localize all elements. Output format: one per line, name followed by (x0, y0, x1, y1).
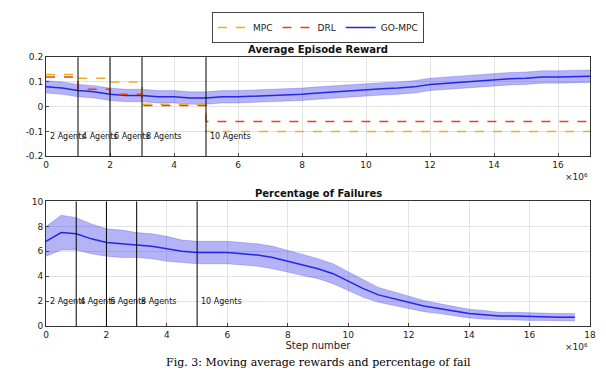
svg-text:0.1: 0.1 (29, 77, 43, 87)
svg-text:18: 18 (584, 330, 596, 340)
svg-text:8: 8 (299, 160, 305, 170)
svg-text:4: 4 (171, 160, 177, 170)
svg-text:6: 6 (235, 160, 241, 170)
svg-text:6 Agents: 6 Agents (110, 297, 145, 306)
svg-text:4: 4 (164, 330, 170, 340)
svg-text:×10⁶: ×10⁶ (565, 172, 588, 182)
svg-text:0.2: 0.2 (29, 52, 43, 62)
svg-text:10: 10 (32, 197, 44, 207)
svg-text:8 Agents: 8 Agents (146, 132, 181, 141)
svg-text:4 Agents: 4 Agents (82, 132, 117, 141)
svg-text:2 Agents: 2 Agents (50, 297, 85, 306)
svg-text:2: 2 (104, 330, 110, 340)
svg-text:8 Agents: 8 Agents (141, 297, 176, 306)
svg-text:16: 16 (552, 160, 564, 170)
svg-text:Fig. 3: Moving average rewards: Fig. 3: Moving average rewards and perce… (166, 356, 471, 369)
svg-text:12: 12 (403, 330, 414, 340)
svg-text:10 Agents: 10 Agents (210, 132, 251, 141)
svg-text:4 Agents: 4 Agents (80, 297, 115, 306)
svg-text:12: 12 (424, 160, 435, 170)
svg-text:MPC: MPC (253, 23, 272, 33)
svg-text:10: 10 (360, 160, 372, 170)
svg-text:14: 14 (463, 330, 475, 340)
svg-text:0: 0 (37, 102, 43, 112)
svg-text:16: 16 (524, 330, 536, 340)
svg-text:-0.1: -0.1 (26, 127, 44, 137)
svg-text:GO-MPC: GO-MPC (381, 23, 418, 33)
svg-text:Step number: Step number (286, 340, 352, 351)
svg-text:2 Agents: 2 Agents (50, 132, 85, 141)
svg-text:×10⁶: ×10⁶ (565, 342, 588, 352)
svg-text:0: 0 (43, 160, 49, 170)
svg-text:6: 6 (224, 330, 230, 340)
svg-text:8: 8 (37, 222, 43, 232)
svg-text:2: 2 (37, 296, 43, 306)
svg-text:-0.2: -0.2 (26, 151, 44, 161)
svg-text:0: 0 (37, 321, 43, 331)
svg-text:DRL: DRL (317, 23, 335, 33)
svg-text:0: 0 (43, 330, 49, 340)
svg-text:10: 10 (342, 330, 354, 340)
svg-text:10 Agents: 10 Agents (201, 297, 242, 306)
svg-text:6 Agents: 6 Agents (114, 132, 149, 141)
svg-text:14: 14 (488, 160, 500, 170)
svg-text:8: 8 (285, 330, 291, 340)
svg-text:4: 4 (37, 271, 43, 281)
svg-text:Average Episode Reward: Average Episode Reward (248, 44, 388, 55)
svg-text:Percentage of Failures: Percentage of Failures (255, 188, 382, 199)
svg-text:6: 6 (37, 246, 43, 256)
svg-text:2: 2 (107, 160, 113, 170)
